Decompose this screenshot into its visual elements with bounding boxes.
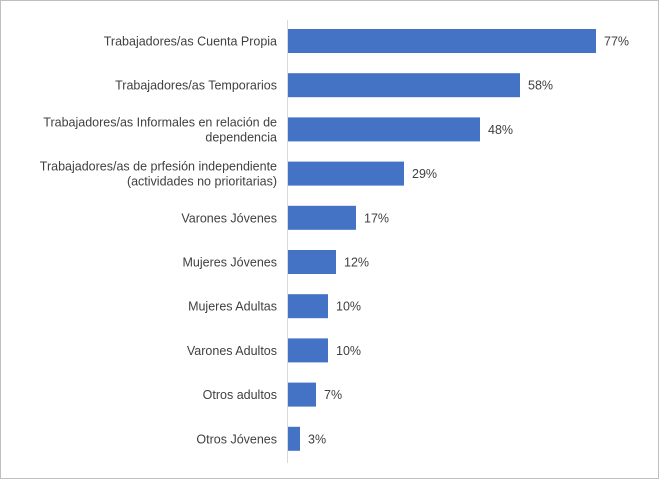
category-label: Trabajadores/as Cuenta Propia bbox=[104, 35, 277, 49]
category-label: Varones Jóvenes bbox=[181, 211, 277, 225]
category-label: (actividades no prioritarias) bbox=[127, 175, 277, 189]
data-label: 7% bbox=[324, 388, 342, 402]
category-label: Trabajadores/as de prfesión independient… bbox=[40, 160, 277, 174]
category-label: Otros Jóvenes bbox=[196, 432, 277, 446]
category-label: Mujeres Adultas bbox=[188, 300, 277, 314]
bar bbox=[288, 161, 404, 186]
category-label: dependencia bbox=[205, 130, 277, 144]
bar bbox=[288, 205, 356, 230]
bar bbox=[288, 338, 328, 363]
data-label: 3% bbox=[308, 432, 326, 446]
data-label: 77% bbox=[604, 35, 629, 49]
bar bbox=[288, 250, 336, 274]
bar bbox=[288, 117, 480, 142]
category-label: Mujeres Jóvenes bbox=[183, 256, 278, 270]
data-label: 48% bbox=[488, 123, 513, 137]
data-label: 10% bbox=[336, 300, 361, 314]
bar bbox=[288, 382, 316, 407]
bars-group bbox=[288, 29, 596, 451]
data-label: 17% bbox=[364, 211, 389, 225]
value-labels-group: 77% 58% 48% 29% 17% 12% 10% 10% 7% 3% bbox=[308, 35, 629, 447]
data-label: 29% bbox=[412, 167, 437, 181]
category-label: Otros adultos bbox=[203, 388, 277, 402]
data-label: 10% bbox=[336, 344, 361, 358]
category-label: Varones Adultos bbox=[187, 344, 277, 358]
data-label: 12% bbox=[344, 256, 369, 270]
category-labels-group: Trabajadores/as Cuenta Propia Trabajadore… bbox=[40, 35, 277, 447]
category-label: Trabajadores/as Temporarios bbox=[115, 79, 277, 93]
bar bbox=[288, 73, 520, 98]
bar bbox=[288, 29, 596, 53]
data-label: 58% bbox=[528, 79, 553, 93]
category-label: Trabajadores/as Informales en relación d… bbox=[43, 115, 277, 129]
bar bbox=[288, 426, 300, 451]
bar bbox=[288, 294, 328, 319]
